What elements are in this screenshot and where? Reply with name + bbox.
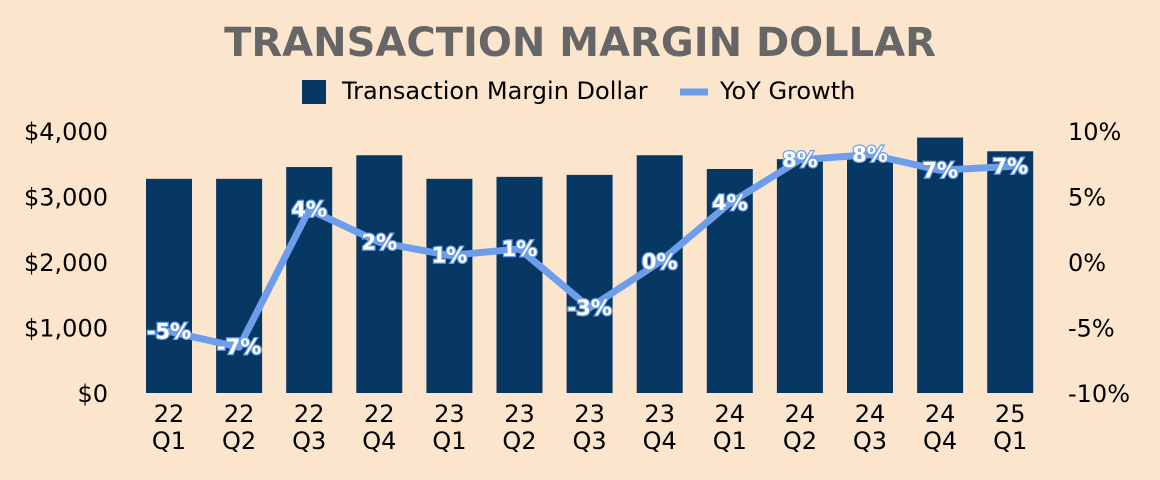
y-left-tick-label: $3,000 <box>24 184 108 212</box>
bar <box>566 174 613 393</box>
x-tick-label: 22 Q3 <box>292 400 326 455</box>
bar <box>426 178 473 393</box>
x-tick-label: 25 Q1 <box>993 400 1027 455</box>
y-right-tick-label: 10% <box>1068 118 1121 146</box>
x-tick-label: 24 Q4 <box>923 400 957 455</box>
bar <box>496 176 543 393</box>
growth-line-series: -5% -7% 4% 2% 1% 1% -3% 0% 4% 8% 8% 7% 7% <box>146 141 1030 360</box>
x-tick-label: 23 Q4 <box>643 400 677 455</box>
y-left-axis: $0 $1,000 $2,000 $3,000 $4,000 <box>24 118 108 408</box>
growth-data-label: 4% <box>712 191 748 215</box>
growth-line <box>165 151 1014 351</box>
growth-data-label: 2% <box>361 230 397 254</box>
x-tick-label: 24 Q1 <box>713 400 747 455</box>
growth-data-label: 8% <box>782 148 818 172</box>
bar-series <box>146 137 1034 393</box>
bar <box>356 155 403 393</box>
y-right-tick-label: 0% <box>1068 249 1106 277</box>
x-tick-label: 23 Q3 <box>573 400 607 455</box>
y-left-tick-label: $2,000 <box>24 249 108 277</box>
growth-data-label: 0% <box>642 250 678 274</box>
y-right-axis: -10% -5% 0% 5% 10% <box>1068 118 1130 408</box>
x-axis: 22 Q1 22 Q2 22 Q3 22 Q4 23 Q1 23 Q2 23 Q3 23 Q4 24 Q1 24 Q2… <box>152 400 1027 455</box>
growth-data-label: 4% <box>291 198 327 222</box>
growth-data-label: 7% <box>992 154 1028 178</box>
bar <box>847 157 893 393</box>
growth-data-label: 1% <box>502 237 538 261</box>
growth-data-label: -7% <box>217 335 261 359</box>
bar <box>776 159 823 393</box>
growth-data-label: -5% <box>147 319 191 343</box>
x-tick-label: 22 Q4 <box>362 400 396 455</box>
legend-swatch-bars <box>302 80 326 104</box>
growth-data-label: 8% <box>852 143 888 167</box>
bar <box>146 178 192 393</box>
growth-data-label: -3% <box>567 296 611 320</box>
legend: Transaction Margin Dollar YoY Growth <box>302 77 855 105</box>
legend-label-line: YoY Growth <box>719 77 855 105</box>
bar <box>216 178 263 393</box>
bar <box>917 137 964 393</box>
y-left-tick-label: $4,000 <box>24 118 108 146</box>
x-tick-label: 22 Q1 <box>152 400 186 455</box>
x-tick-label: 23 Q1 <box>432 400 466 455</box>
x-tick-label: 22 Q2 <box>222 400 256 455</box>
legend-label-bars: Transaction Margin Dollar <box>341 77 648 105</box>
y-right-tick-label: -10% <box>1068 380 1130 408</box>
x-tick-label: 24 Q2 <box>783 400 817 455</box>
growth-data-label: 1% <box>432 243 468 267</box>
bar <box>987 151 1034 393</box>
y-left-tick-label: $0 <box>77 380 108 408</box>
bar <box>286 167 333 393</box>
x-tick-label: 23 Q2 <box>502 400 536 455</box>
chart-title: TRANSACTION MARGIN DOLLAR <box>224 20 936 66</box>
growth-data-label: 7% <box>922 158 958 182</box>
x-tick-label: 24 Q3 <box>853 400 887 455</box>
y-left-tick-label: $1,000 <box>24 315 108 343</box>
y-right-tick-label: -5% <box>1068 315 1115 343</box>
y-right-tick-label: 5% <box>1068 184 1106 212</box>
